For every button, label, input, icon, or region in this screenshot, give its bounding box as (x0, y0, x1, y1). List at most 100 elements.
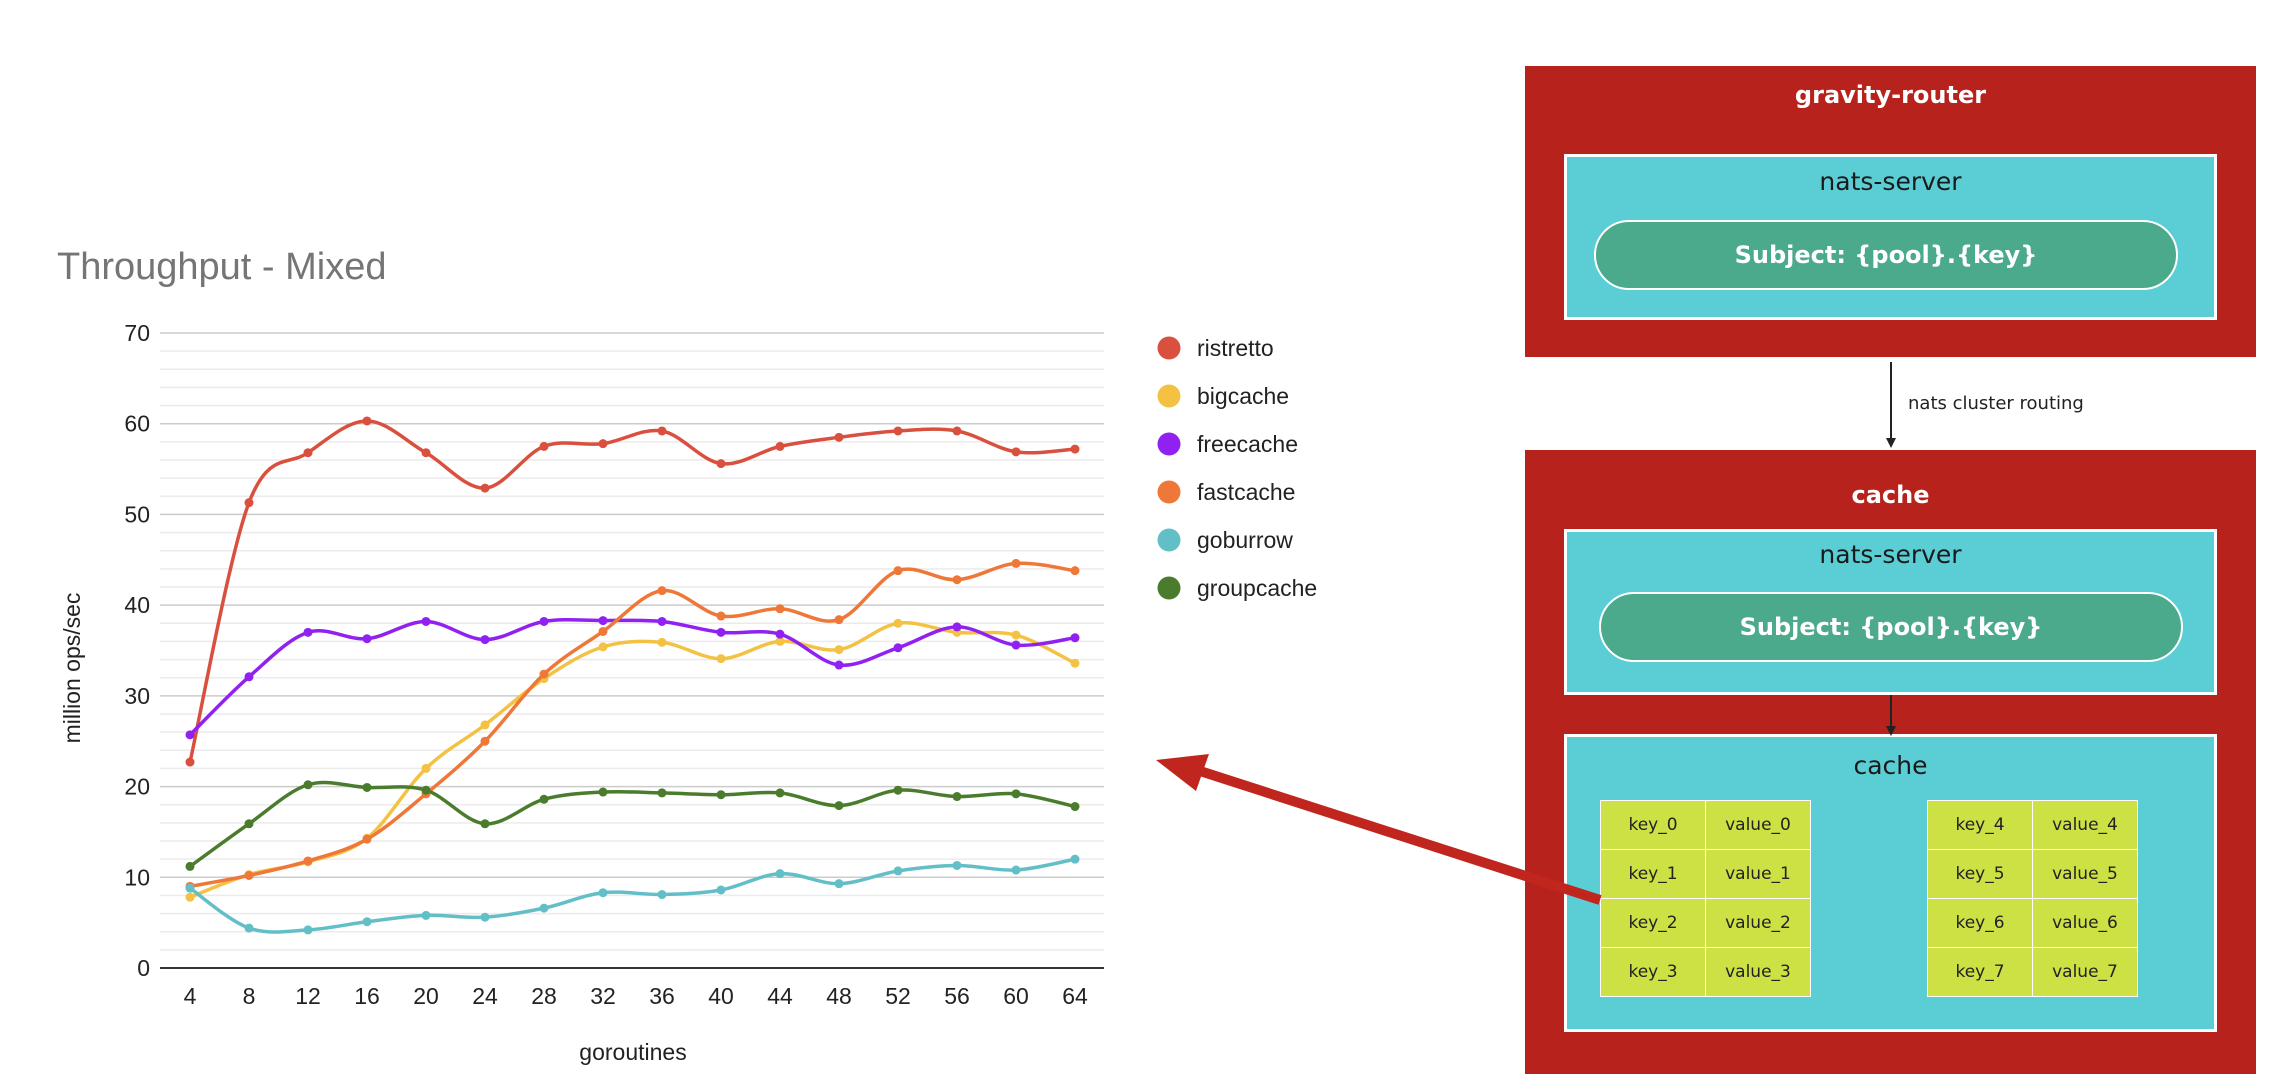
cache-store-box: cache key_0 value_0 key_1 value_1 key_2 … (1564, 734, 2217, 1032)
cache-nats-server-title: nats-server (1819, 540, 1962, 569)
kv-key: key_4 (1927, 800, 2033, 850)
data-point-ristretto (244, 498, 254, 508)
data-point-bigcache (893, 618, 903, 628)
data-point-bigcache (1070, 658, 1080, 668)
gravity-router-title: gravity-router (1794, 81, 1987, 109)
data-point-goburrow (716, 885, 726, 895)
data-point-freecache (716, 627, 726, 637)
kv-key: key_0 (1600, 800, 1706, 850)
data-point-fastcache (834, 615, 844, 625)
series-line-ristretto (188, 419, 1076, 763)
y-tick-label: 40 (124, 592, 150, 618)
data-point-goburrow (1011, 865, 1021, 875)
legend-label-ristretto: ristretto (1197, 335, 1274, 361)
data-point-fastcache (657, 586, 667, 596)
kv-key: key_2 (1600, 898, 1706, 948)
x-tick-label: 16 (354, 983, 380, 1009)
kv-key: key_7 (1927, 947, 2033, 997)
y-tick-label: 60 (124, 411, 150, 437)
data-point-freecache (421, 616, 431, 626)
data-point-fastcache (775, 604, 785, 614)
data-point-goburrow (775, 869, 785, 879)
nats-routing-label: nats cluster routing (1908, 393, 2084, 414)
data-point-freecache (1011, 640, 1021, 650)
kv-row: key_4 value_4 (1927, 800, 2138, 850)
router-nats-server-box: nats-server Subject: {pool}.{key} (1564, 154, 2217, 320)
data-point-freecache (952, 622, 962, 632)
legend-marker-freecache (1157, 432, 1181, 456)
data-point-ristretto (1011, 447, 1021, 457)
data-point-groupcache (185, 861, 195, 871)
data-point-goburrow (1070, 854, 1080, 864)
kv-key: key_1 (1600, 849, 1706, 899)
data-point-ristretto (421, 448, 431, 458)
kv-value: value_2 (1705, 898, 1811, 948)
data-point-bigcache (716, 654, 726, 664)
data-point-fastcache (893, 566, 903, 576)
x-tick-label: 8 (243, 983, 256, 1009)
data-point-freecache (834, 660, 844, 670)
legend-marker-fastcache (1157, 480, 1181, 504)
data-point-bigcache (185, 892, 195, 902)
kv-value: value_5 (2032, 849, 2138, 899)
x-tick-label: 56 (944, 983, 970, 1009)
data-point-groupcache (598, 787, 608, 797)
data-point-groupcache (362, 782, 372, 792)
data-point-bigcache (480, 720, 490, 730)
cache-box: cache nats-server Subject: {pool}.{key} … (1525, 450, 2256, 1074)
cache-store-title: cache (1853, 751, 1928, 780)
data-point-freecache (185, 730, 195, 740)
y-tick-label: 70 (124, 320, 150, 346)
chart-series (185, 416, 1080, 935)
x-tick-label: 28 (531, 983, 557, 1009)
data-point-goburrow (421, 910, 431, 920)
kv-key: key_5 (1927, 849, 2033, 899)
data-point-goburrow (657, 890, 667, 900)
data-point-goburrow (244, 923, 254, 933)
data-point-fastcache (598, 626, 608, 636)
legend-label-fastcache: fastcache (1197, 479, 1295, 505)
legend-marker-bigcache (1157, 384, 1181, 408)
legend-label-groupcache: groupcache (1197, 575, 1317, 601)
router-nats-server-title: nats-server (1819, 167, 1962, 196)
data-point-goburrow (598, 888, 608, 898)
legend-label-freecache: freecache (1197, 431, 1298, 457)
y-tick-label: 30 (124, 683, 150, 709)
data-point-freecache (480, 635, 490, 645)
data-point-goburrow (185, 883, 195, 893)
data-point-groupcache (1070, 802, 1080, 812)
series-line-goburrow (188, 857, 1076, 934)
legend-label-bigcache: bigcache (1197, 383, 1289, 409)
series-line-groupcache (188, 780, 1076, 868)
x-axis-label: goroutines (579, 1039, 686, 1065)
x-tick-label: 24 (472, 983, 498, 1009)
kv-value: value_1 (1705, 849, 1811, 899)
kv-table-left: key_0 value_0 key_1 value_1 key_2 value_… (1600, 800, 1811, 997)
chart-legend: ristretto bigcache freecache fastcache gobur… (1157, 335, 1317, 601)
chart-title: Throughput - Mixed (57, 246, 387, 288)
kv-value: value_6 (2032, 898, 2138, 948)
data-point-bigcache (834, 645, 844, 655)
data-point-bigcache (598, 642, 608, 652)
data-point-goburrow (362, 917, 372, 927)
data-point-freecache (244, 672, 254, 682)
x-tick-label: 12 (295, 983, 321, 1009)
data-point-ristretto (893, 426, 903, 436)
data-point-fastcache (244, 870, 254, 880)
data-point-bigcache (657, 637, 667, 647)
kv-value: value_0 (1705, 800, 1811, 850)
data-point-freecache (657, 616, 667, 626)
data-point-ristretto (716, 459, 726, 469)
x-tick-label: 60 (1003, 983, 1029, 1009)
data-point-fastcache (480, 736, 490, 746)
data-point-ristretto (1070, 444, 1080, 454)
legend-marker-goburrow (1157, 528, 1181, 552)
x-tick-label: 32 (590, 983, 616, 1009)
data-point-ristretto (303, 448, 313, 458)
data-point-groupcache (539, 794, 549, 804)
data-point-groupcache (893, 785, 903, 795)
data-point-fastcache (716, 611, 726, 621)
kv-key: key_3 (1600, 947, 1706, 997)
